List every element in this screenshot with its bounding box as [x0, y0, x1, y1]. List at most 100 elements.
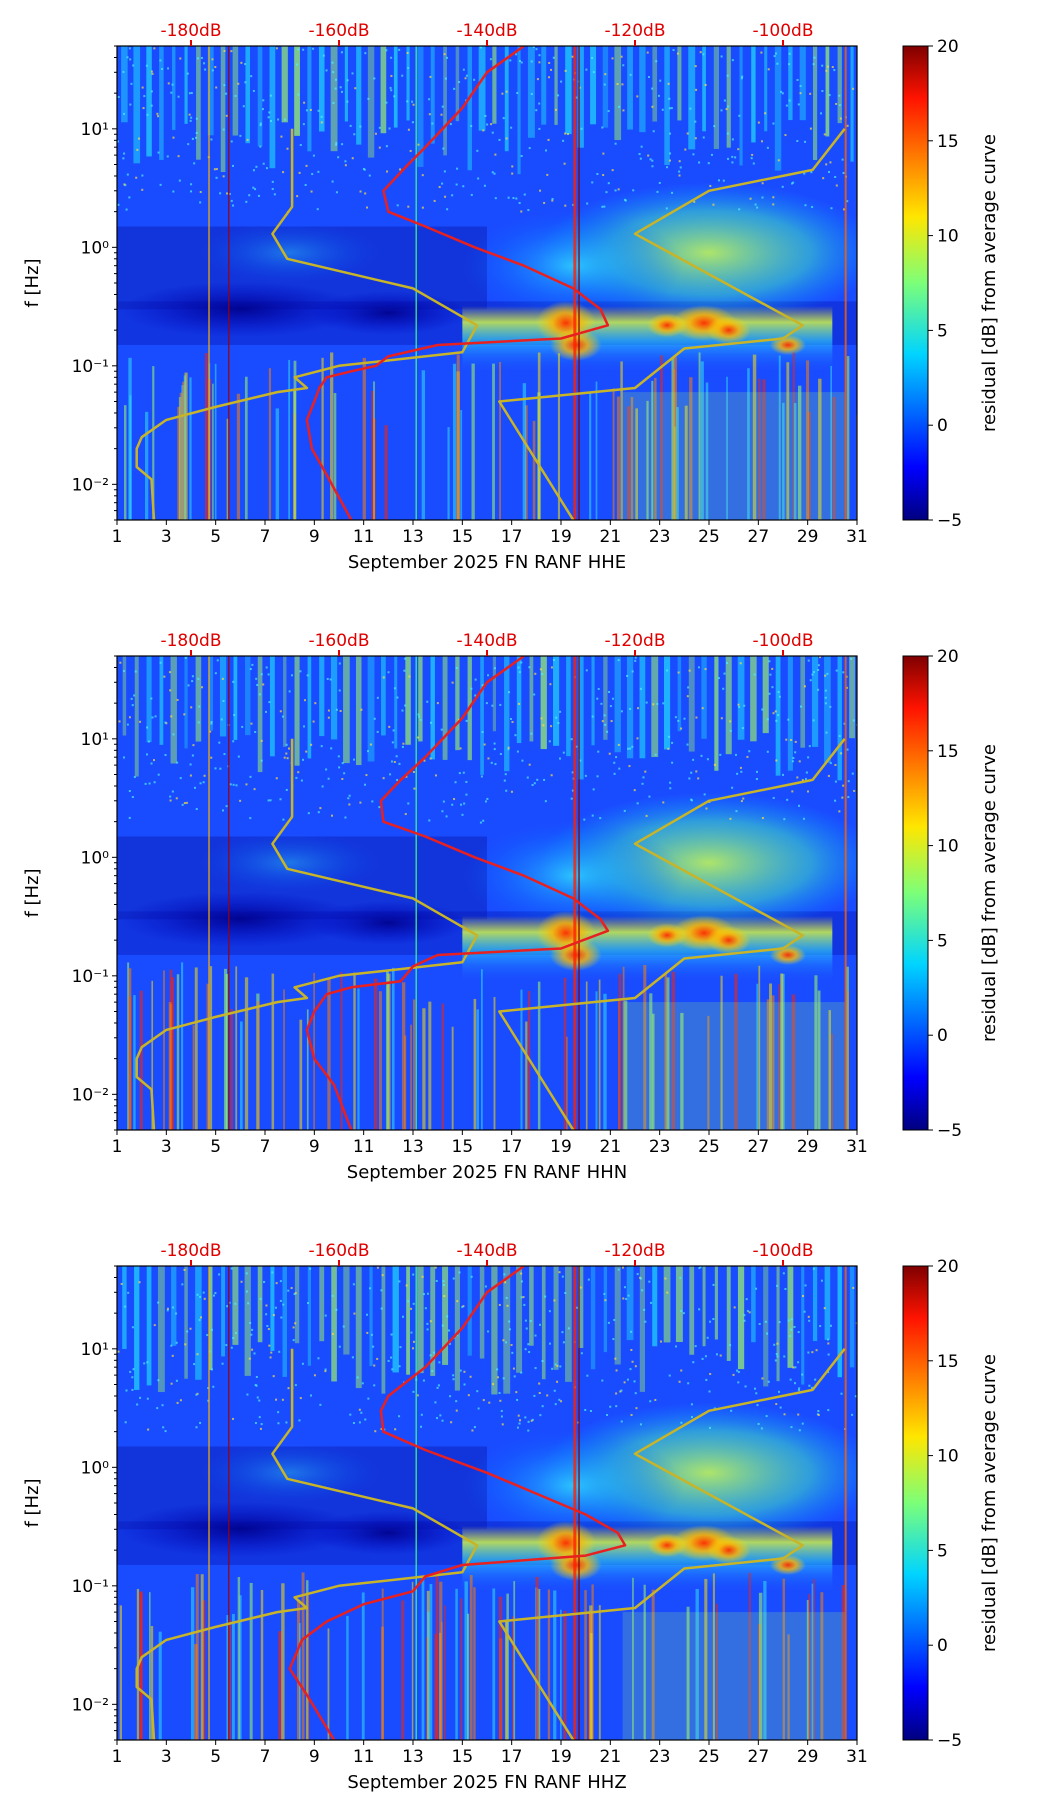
model-curves-line [135, 128, 479, 520]
colorbar [902, 655, 929, 1131]
x-tick-label: 11 [353, 1137, 375, 1157]
colorbar-tick-label: 20 [937, 647, 959, 667]
top-db-tick-label: -120dB [604, 21, 665, 41]
y-tick-label: 10⁻¹ [72, 357, 109, 377]
model-curves-high-line [498, 1348, 846, 1740]
x-tick-label: 15 [452, 1137, 474, 1157]
colorbar-tick-label: 0 [937, 416, 948, 436]
x-tick-label: 21 [600, 527, 622, 547]
y-axis-label: f [Hz] [22, 1478, 43, 1527]
colorbar-tick-label: 0 [937, 1636, 948, 1656]
top-db-tick-label: -100dB [752, 21, 813, 41]
x-tick-label: 3 [161, 527, 172, 547]
model-curves-high-line [498, 738, 846, 1130]
top-db-tick-label: -180dB [160, 1241, 221, 1261]
colorbar-tick-label: 0 [937, 1026, 948, 1046]
colorbar-tick-label: 10 [937, 837, 959, 857]
top-db-tick-label: -140dB [456, 21, 517, 41]
x-tick-label: 13 [402, 1747, 424, 1767]
top-db-tick-label: -120dB [604, 631, 665, 651]
x-tick-label: 3 [161, 1137, 172, 1157]
x-tick-label: 17 [501, 1137, 523, 1157]
colorbar [902, 45, 929, 521]
x-tick-label: 29 [797, 1137, 819, 1157]
colorbar-tick-label: 5 [937, 321, 948, 341]
x-tick-label: 27 [748, 527, 770, 547]
x-tick-label: 5 [210, 527, 221, 547]
x-tick-label: 9 [309, 1747, 320, 1767]
top-db-tick-label: -160dB [308, 1241, 369, 1261]
y-tick-label: 10⁰ [81, 1458, 110, 1478]
x-tick-label: 31 [846, 527, 868, 547]
top-db-tick-label: -180dB [160, 631, 221, 651]
model-curves-line [135, 738, 479, 1130]
x-tick-label: 21 [600, 1747, 622, 1767]
y-tick-label: 10⁻² [72, 1695, 109, 1715]
colorbar-tick-label: −5 [937, 511, 962, 531]
x-tick-label: 5 [210, 1137, 221, 1157]
spectrogram-heatmap [117, 656, 857, 1130]
x-tick-label: 31 [846, 1137, 868, 1157]
colorbar-tick-label: −5 [937, 1121, 962, 1141]
colorbar-tick-label: 5 [937, 1541, 948, 1561]
y-tick-label: 10⁻¹ [72, 967, 109, 987]
x-tick-label: 1 [112, 1747, 123, 1767]
x-axis-label: September 2025 FN RANF HHN [347, 1162, 627, 1183]
y-tick-label: 10¹ [81, 730, 109, 750]
x-tick-label: 11 [353, 527, 375, 547]
x-tick-label: 3 [161, 1747, 172, 1767]
colorbar-tick-label: 5 [937, 931, 948, 951]
x-tick-label: 29 [797, 1747, 819, 1767]
x-tick-label: 7 [260, 1747, 271, 1767]
spectrogram-heatmap [117, 46, 857, 520]
colorbar [902, 1265, 929, 1741]
x-tick-label: 9 [309, 1137, 320, 1157]
average-psd-line [305, 46, 610, 520]
model-curves-line [135, 1348, 479, 1740]
colorbar-tick-label: 20 [937, 1257, 959, 1277]
colorbar-tick-label: 15 [937, 742, 959, 762]
colorbar-label: residual [dB] from average curve [979, 744, 1000, 1042]
x-tick-label: 21 [600, 1137, 622, 1157]
top-db-tick-label: -180dB [160, 21, 221, 41]
x-tick-label: 25 [698, 1137, 720, 1157]
x-tick-label: 13 [402, 527, 424, 547]
model-curves-high-line [498, 128, 846, 520]
y-tick-label: 10¹ [81, 120, 109, 140]
y-tick-label: 10⁻² [72, 475, 109, 495]
x-tick-label: 13 [402, 1137, 424, 1157]
x-tick-label: 23 [649, 1747, 671, 1767]
x-axis-label: September 2025 FN RANF HHZ [347, 1772, 626, 1793]
x-tick-label: 23 [649, 1137, 671, 1157]
x-tick-label: 1 [112, 527, 123, 547]
colorbar-tick-label: 15 [937, 1352, 959, 1372]
colorbar-tick-label: −5 [937, 1731, 962, 1751]
x-tick-label: 19 [550, 1747, 572, 1767]
average-psd-line [288, 1266, 627, 1740]
x-tick-label: 27 [748, 1137, 770, 1157]
y-axis-label: f [Hz] [22, 868, 43, 917]
y-tick-label: 10¹ [81, 1340, 109, 1360]
colorbar-label: residual [dB] from average curve [979, 134, 1000, 432]
x-tick-label: 25 [698, 1747, 720, 1767]
colorbar-tick-label: 10 [937, 227, 959, 247]
top-db-tick-label: -120dB [604, 1241, 665, 1261]
top-db-tick-label: -140dB [456, 631, 517, 651]
x-tick-label: 11 [353, 1747, 375, 1767]
y-tick-label: 10⁻² [72, 1085, 109, 1105]
x-tick-label: 7 [260, 527, 271, 547]
x-tick-label: 1 [112, 1137, 123, 1157]
spectrogram-heatmap [117, 1266, 857, 1740]
x-tick-label: 19 [550, 1137, 572, 1157]
top-db-tick-label: -160dB [308, 21, 369, 41]
colorbar-tick-label: 15 [937, 132, 959, 152]
top-db-tick-label: -160dB [308, 631, 369, 651]
x-tick-label: 15 [452, 1747, 474, 1767]
x-tick-label: 19 [550, 527, 572, 547]
x-tick-label: 5 [210, 1747, 221, 1767]
y-tick-label: 10⁰ [81, 848, 110, 868]
x-tick-label: 17 [501, 1747, 523, 1767]
average-psd-line [305, 656, 610, 1130]
